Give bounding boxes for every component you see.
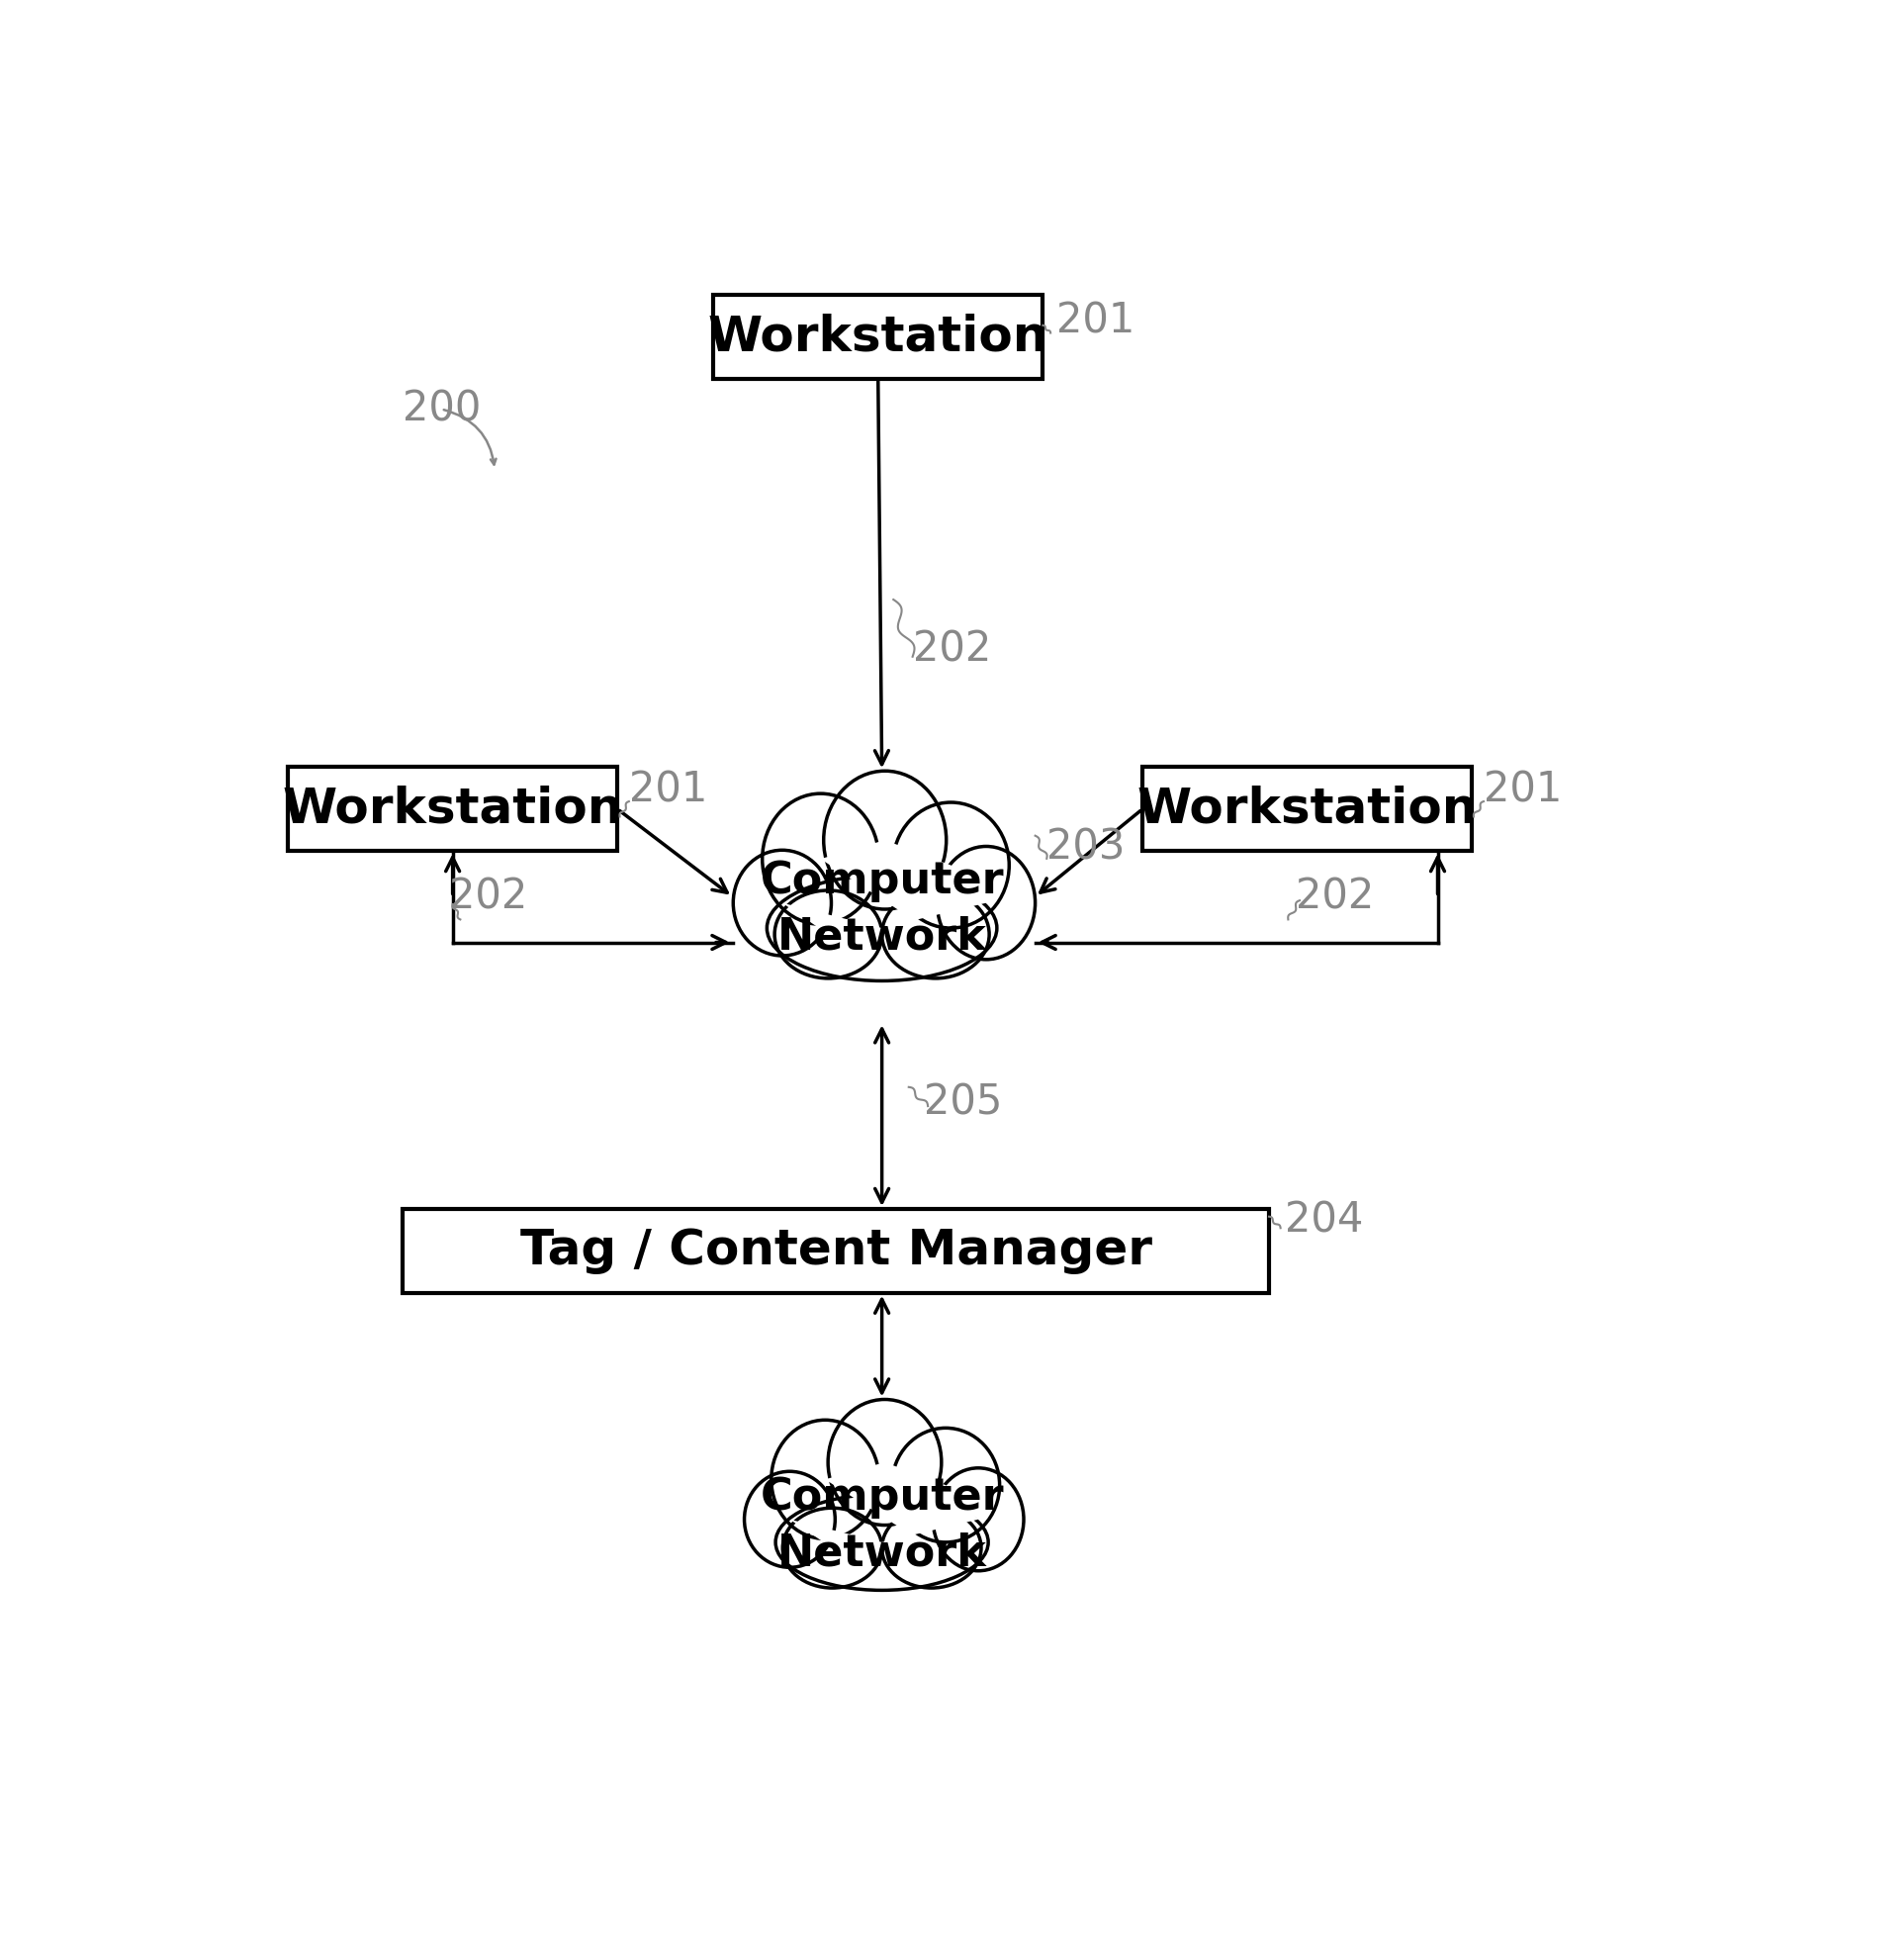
Text: Computer
Network: Computer Network — [760, 860, 1003, 959]
Text: 205: 205 — [923, 1082, 1003, 1123]
Ellipse shape — [744, 1471, 836, 1567]
Text: 201: 201 — [628, 770, 708, 811]
Ellipse shape — [882, 891, 990, 978]
Ellipse shape — [783, 1509, 882, 1588]
Ellipse shape — [824, 772, 946, 908]
Ellipse shape — [775, 891, 882, 978]
Text: 202: 202 — [912, 628, 990, 670]
Text: Tag / Content Manager: Tag / Content Manager — [520, 1228, 1152, 1275]
Ellipse shape — [882, 1509, 981, 1588]
Ellipse shape — [893, 803, 1009, 928]
Ellipse shape — [762, 793, 880, 924]
Text: Workstation: Workstation — [1137, 785, 1478, 832]
Text: Computer
Network: Computer Network — [760, 1475, 1003, 1575]
Ellipse shape — [733, 850, 832, 955]
Bar — [404, 1208, 1268, 1292]
Ellipse shape — [933, 1468, 1024, 1571]
Text: 200: 200 — [404, 388, 482, 431]
Bar — [714, 294, 1043, 378]
Ellipse shape — [767, 875, 998, 980]
Text: Workstation: Workstation — [282, 785, 623, 832]
Ellipse shape — [771, 1421, 880, 1540]
Ellipse shape — [891, 1429, 1000, 1542]
Text: 202: 202 — [1297, 875, 1375, 918]
Text: 201: 201 — [1483, 770, 1561, 811]
Ellipse shape — [828, 1399, 941, 1526]
Ellipse shape — [937, 846, 1036, 959]
Polygon shape — [783, 840, 986, 934]
Bar — [1142, 768, 1472, 852]
Ellipse shape — [775, 1495, 988, 1590]
Text: 204: 204 — [1285, 1201, 1363, 1242]
Text: Workstation: Workstation — [708, 314, 1049, 361]
Text: 203: 203 — [1047, 826, 1125, 867]
Text: 201: 201 — [1057, 300, 1135, 343]
Text: 202: 202 — [449, 875, 527, 918]
Polygon shape — [790, 1462, 979, 1548]
Bar — [288, 768, 617, 852]
